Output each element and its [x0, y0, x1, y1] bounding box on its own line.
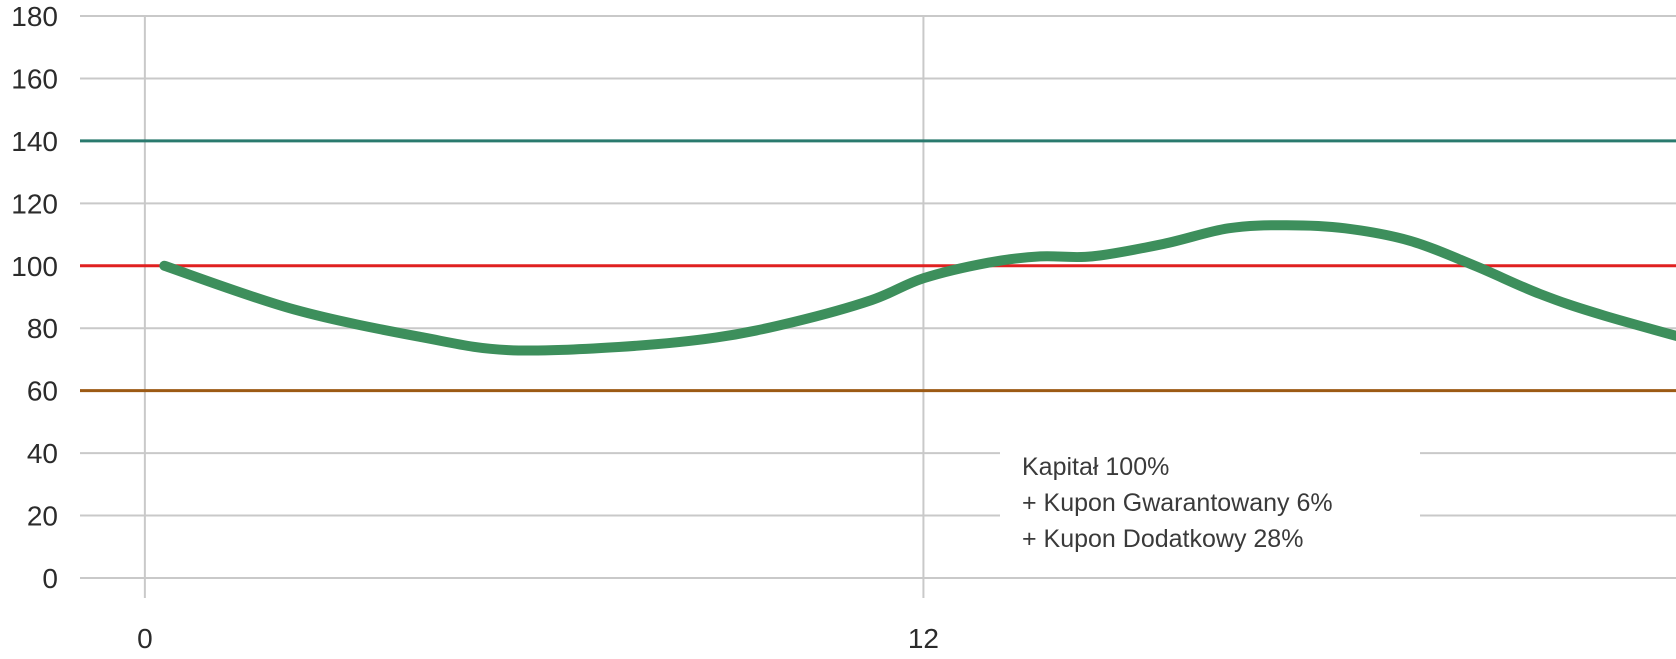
series-line-0: [159, 220, 1676, 356]
y-tick-label: 100: [11, 251, 58, 282]
y-axis-ticks: 0 20 40 60 80 100 120 140 160 180: [11, 1, 58, 594]
annotation-text: Kapitał 100% + Kupon Gwarantowany 6% + K…: [1022, 449, 1333, 557]
annotation-line-guaranteed-coupon: + Kupon Gwarantowany 6%: [1022, 489, 1333, 517]
series-lines: [159, 220, 1676, 356]
x-tick-label: 0: [137, 623, 153, 654]
x-axis-ticks: 01224: [137, 623, 939, 654]
y-tick-label: 40: [27, 438, 58, 469]
y-tick-label: 60: [27, 376, 58, 407]
grid-lines: [80, 15, 1676, 598]
y-tick-label: 180: [11, 1, 58, 32]
annotation-box: [1000, 438, 1420, 556]
annotation-line-additional-coupon: + Kupon Dodatkowy 28%: [1022, 525, 1304, 553]
y-tick-label: 160: [11, 63, 58, 94]
y-tick-label: 140: [11, 126, 58, 157]
y-tick-label: 80: [27, 313, 58, 344]
y-tick-label: 0: [42, 563, 58, 594]
x-tick-label: 12: [908, 623, 939, 654]
reference-lines: [80, 139, 1676, 393]
y-tick-label: 120: [11, 188, 58, 219]
annotation-line-capital: Kapitał 100%: [1022, 453, 1170, 481]
y-tick-label: 20: [27, 501, 58, 532]
